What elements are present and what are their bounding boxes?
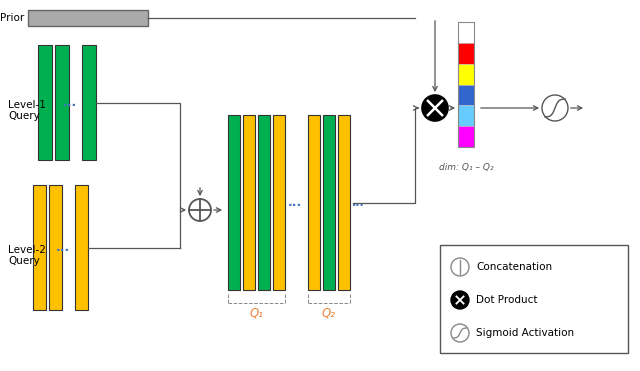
Bar bbox=[458, 43, 474, 64]
Bar bbox=[308, 115, 320, 290]
Text: ...: ... bbox=[351, 197, 364, 207]
Text: Q₂: Q₂ bbox=[322, 307, 336, 320]
Text: Prior: Prior bbox=[0, 13, 24, 23]
Bar bbox=[458, 126, 474, 147]
Text: Dot Product: Dot Product bbox=[476, 295, 538, 305]
Text: ...: ... bbox=[288, 196, 302, 209]
Text: Level-2
Query: Level-2 Query bbox=[8, 245, 46, 266]
Bar bbox=[49, 185, 62, 310]
Bar bbox=[55, 45, 69, 160]
Bar bbox=[458, 85, 474, 105]
Bar bbox=[33, 185, 46, 310]
Bar bbox=[458, 22, 474, 147]
Text: ...: ... bbox=[63, 96, 77, 109]
Bar bbox=[75, 185, 88, 310]
Circle shape bbox=[422, 95, 448, 121]
Bar bbox=[458, 105, 474, 126]
Text: Sigmoid Activation: Sigmoid Activation bbox=[476, 328, 574, 338]
Text: Concatenation: Concatenation bbox=[476, 262, 552, 272]
Bar bbox=[243, 115, 255, 290]
Bar bbox=[440, 245, 628, 353]
Bar bbox=[38, 45, 52, 160]
Bar bbox=[323, 115, 335, 290]
Bar bbox=[28, 10, 148, 26]
Text: ...: ... bbox=[56, 241, 70, 254]
Bar bbox=[273, 115, 285, 290]
Bar bbox=[82, 45, 96, 160]
Bar bbox=[458, 22, 474, 43]
Text: Level-1
Query: Level-1 Query bbox=[8, 100, 46, 121]
Bar bbox=[338, 115, 350, 290]
Bar bbox=[228, 115, 240, 290]
Text: dim: Q₁ – Q₂: dim: Q₁ – Q₂ bbox=[438, 163, 493, 172]
Text: Q₁: Q₁ bbox=[250, 307, 264, 320]
Circle shape bbox=[451, 291, 469, 309]
Bar bbox=[258, 115, 270, 290]
Bar bbox=[458, 64, 474, 85]
